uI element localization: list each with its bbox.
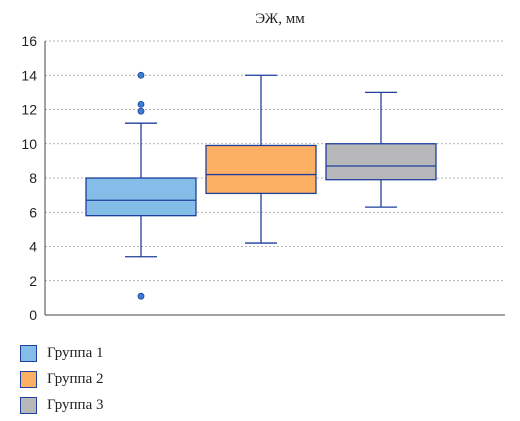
y-tick-label: 0 bbox=[29, 307, 37, 323]
legend-label: Группа 3 bbox=[47, 396, 104, 413]
iqr-box bbox=[85, 177, 197, 217]
box-group-3 bbox=[325, 91, 437, 208]
legend-item-2: Группа 2 bbox=[20, 366, 104, 392]
legend-swatch bbox=[20, 344, 37, 362]
legend-label: Группа 1 bbox=[47, 344, 104, 361]
y-tick-label: 6 bbox=[29, 204, 37, 220]
y-tick-label: 8 bbox=[29, 170, 37, 186]
legend-swatch bbox=[20, 370, 37, 388]
outlier-point bbox=[137, 100, 145, 108]
box-group-1 bbox=[85, 71, 197, 300]
legend: Группа 1 Группа 2 Группа 3 bbox=[20, 340, 104, 418]
legend-item-3: Группа 3 bbox=[20, 392, 104, 418]
iqr-box bbox=[325, 143, 437, 181]
box-group-2 bbox=[205, 74, 317, 244]
outlier-point bbox=[137, 107, 145, 115]
y-tick-label: 4 bbox=[29, 239, 37, 255]
y-tick-label: 10 bbox=[21, 136, 37, 152]
legend-swatch bbox=[20, 396, 37, 414]
y-tick-label: 14 bbox=[21, 67, 37, 83]
outlier-point bbox=[137, 292, 145, 300]
y-tick-label: 2 bbox=[29, 273, 37, 289]
axes: 0 2 4 6 8 10 12 14 16 bbox=[21, 33, 505, 323]
y-tick-label: 12 bbox=[21, 102, 37, 118]
legend-label: Группа 2 bbox=[47, 370, 104, 387]
chart-title: ЭЖ, мм bbox=[255, 11, 305, 27]
iqr-box bbox=[205, 144, 317, 195]
y-tick-label: 16 bbox=[21, 33, 37, 49]
outlier-point bbox=[137, 71, 145, 79]
boxes bbox=[85, 71, 437, 300]
legend-item-1: Группа 1 bbox=[20, 340, 104, 366]
box-plot-chart: ЭЖ, мм 0 2 4 6 8 10 12 14 16 bbox=[21, 11, 505, 323]
